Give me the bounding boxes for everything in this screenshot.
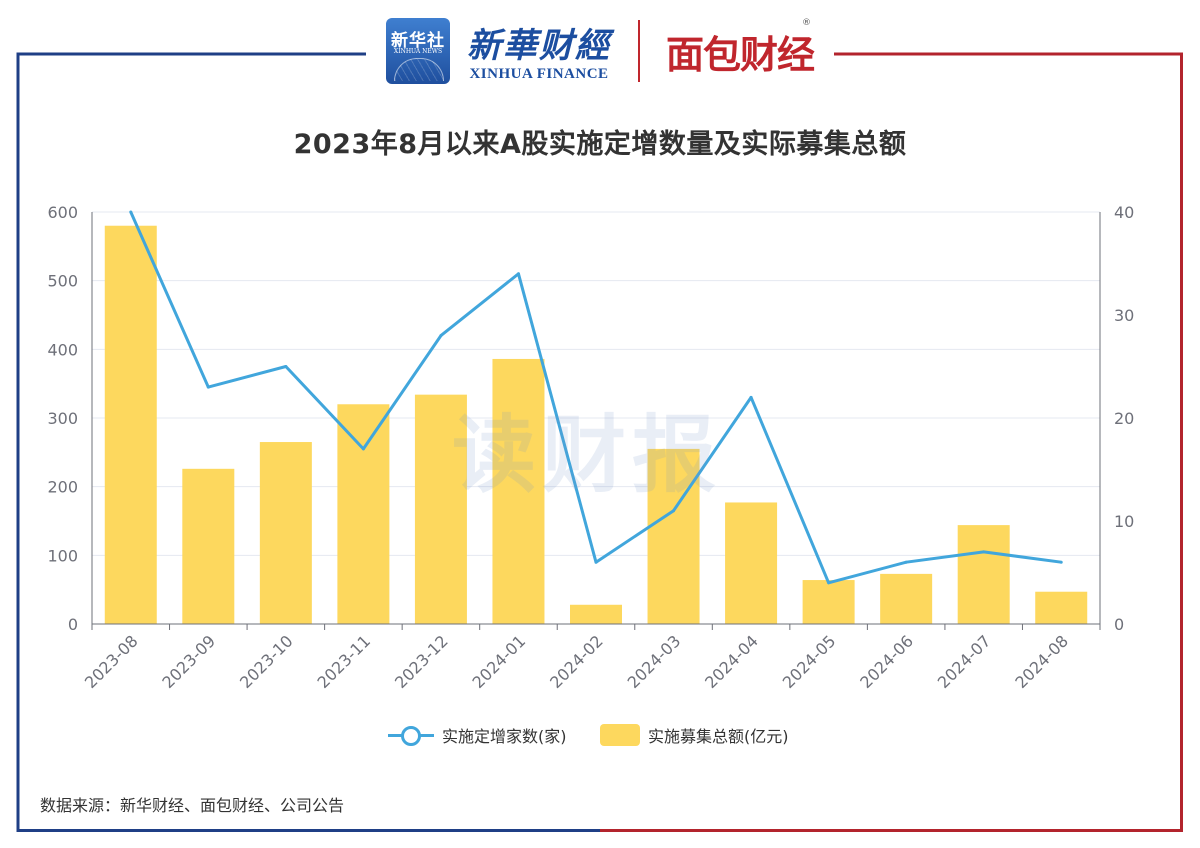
watermark: 读财报 bbox=[452, 406, 723, 504]
y-left-tick-label: 500 bbox=[47, 272, 78, 291]
mianbao-finance-logo: 面包财经 bbox=[665, 33, 815, 77]
xinhua-news-logo-en: XINHUA NEWS bbox=[393, 48, 443, 55]
y-right-tick-label: 20 bbox=[1114, 409, 1134, 428]
y-left-tick-label: 0 bbox=[68, 615, 78, 634]
line-series bbox=[129, 210, 1063, 585]
data-source-note: 数据来源：新华财经、面包财经、公司公告 bbox=[40, 796, 345, 815]
y-right-tick-label: 0 bbox=[1114, 615, 1124, 634]
legend-label-line: 实施定增家数(家) bbox=[442, 727, 567, 746]
line-point bbox=[749, 395, 753, 399]
bar bbox=[414, 394, 467, 624]
chart-title: 2023年8月以来A股实施定增数量及实际募集总额 bbox=[293, 129, 907, 160]
bar-legend-icon bbox=[600, 724, 640, 746]
x-tick-label: 2024-01 bbox=[469, 631, 530, 692]
y-left-tick-label: 300 bbox=[47, 409, 78, 428]
xinhua-news-logo: 新华社 XINHUA NEWS bbox=[386, 18, 450, 84]
xinhua-finance-logo-en: XINHUA FINANCE bbox=[469, 66, 609, 82]
x-tick-label: 2023-08 bbox=[81, 631, 142, 692]
line-point bbox=[594, 560, 598, 564]
x-tick-label: 2024-05 bbox=[779, 631, 840, 692]
header-logos: 新华社 XINHUA NEWS 新華财經 XINHUA FINANCE 面包财经… bbox=[0, 8, 1200, 88]
bar bbox=[725, 502, 778, 624]
x-tick-label: 2023-11 bbox=[314, 631, 375, 692]
xinhua-news-logo-cn: 新华社 bbox=[391, 31, 445, 51]
x-tick-label: 2023-10 bbox=[236, 631, 297, 692]
line-point bbox=[982, 550, 986, 554]
line-legend-icon bbox=[388, 722, 434, 748]
line-point bbox=[827, 581, 831, 585]
bar bbox=[647, 448, 700, 624]
y-right-tick-label: 40 bbox=[1114, 203, 1134, 222]
x-tick-label: 2023-12 bbox=[391, 631, 452, 692]
line-point bbox=[904, 560, 908, 564]
registered-mark: ® bbox=[802, 18, 811, 28]
x-tick-label: 2024-06 bbox=[856, 631, 917, 692]
line-point bbox=[672, 509, 676, 513]
line-point bbox=[516, 272, 520, 276]
bar bbox=[957, 525, 1010, 624]
line-point bbox=[1059, 560, 1063, 564]
x-tick-label: 2023-09 bbox=[158, 631, 219, 692]
logo-divider bbox=[638, 20, 640, 82]
x-tick-label: 2024-07 bbox=[934, 631, 995, 692]
bar-series bbox=[104, 225, 1088, 624]
bar bbox=[337, 404, 390, 624]
line-point bbox=[206, 385, 210, 389]
line-point bbox=[361, 447, 365, 451]
bar bbox=[1035, 591, 1088, 624]
bar bbox=[570, 604, 622, 624]
xinhua-finance-logo-cn: 新華财經 bbox=[467, 26, 611, 66]
bar bbox=[104, 225, 157, 624]
chart-legend: 实施定增家数(家) 实施募集总额(亿元) bbox=[0, 722, 1200, 748]
y-right-tick-label: 10 bbox=[1114, 512, 1134, 531]
line-point bbox=[439, 334, 443, 338]
line-point bbox=[129, 210, 133, 214]
legend-item-bar[interactable]: 实施募集总额(亿元) bbox=[600, 722, 789, 748]
y-left-tick-label: 400 bbox=[47, 340, 78, 359]
legend-item-line[interactable]: 实施定增家数(家) bbox=[388, 722, 567, 748]
line-point bbox=[284, 365, 288, 368]
bar bbox=[880, 573, 933, 624]
x-tick-label: 2024-04 bbox=[701, 631, 762, 692]
x-tick-label: 2024-03 bbox=[624, 631, 685, 692]
bar bbox=[492, 358, 545, 624]
x-tick-label: 2024-08 bbox=[1011, 631, 1072, 692]
y-left-tick-label: 600 bbox=[47, 203, 78, 222]
bar bbox=[802, 580, 855, 624]
y-right-tick-label: 30 bbox=[1114, 306, 1134, 325]
legend-label-bar: 实施募集总额(亿元) bbox=[648, 727, 789, 746]
bar bbox=[259, 442, 312, 624]
x-tick-label: 2024-02 bbox=[546, 631, 607, 692]
y-left-tick-label: 100 bbox=[47, 546, 78, 565]
bar bbox=[182, 468, 235, 624]
y-left-tick-label: 200 bbox=[47, 478, 78, 497]
